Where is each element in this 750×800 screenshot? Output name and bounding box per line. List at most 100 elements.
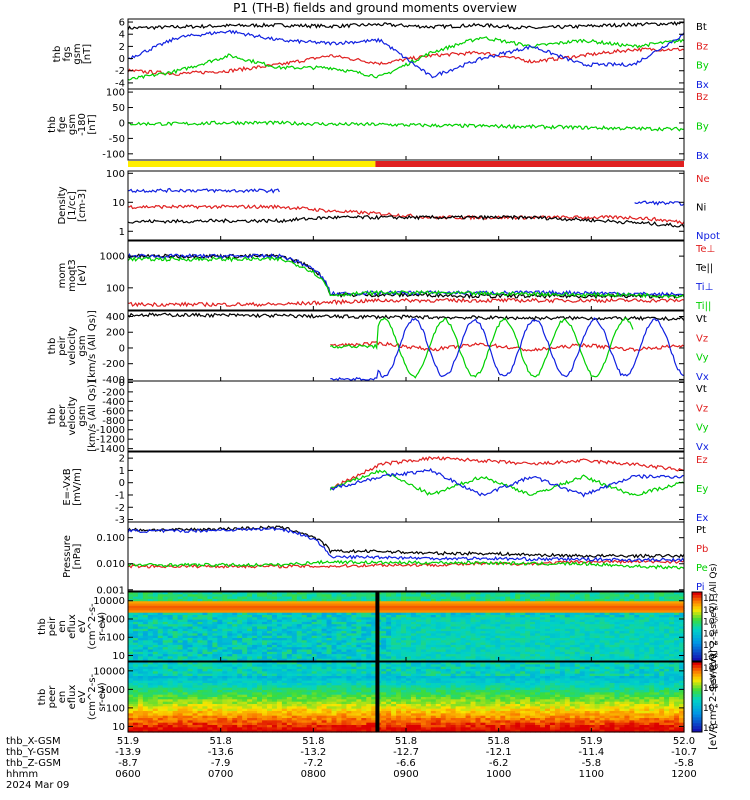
heatmap-cell	[306, 626, 313, 630]
heatmap-cell	[162, 601, 169, 605]
heatmap-cell	[440, 624, 447, 628]
heatmap-cell	[669, 640, 675, 644]
heatmap-cell	[286, 701, 293, 705]
heatmap-cell	[371, 635, 377, 639]
heatmap-cell	[510, 644, 516, 648]
heatmap-cell	[525, 647, 531, 651]
heatmap-cell	[371, 594, 377, 598]
heatmap-cell	[505, 631, 511, 634]
heatmap-cell	[237, 690, 243, 693]
heatmap-cell	[475, 654, 482, 657]
heatmap-cell	[430, 619, 437, 623]
heatmap-cell	[386, 624, 392, 628]
heatmap-cell	[142, 615, 149, 618]
heatmap-cell	[629, 608, 635, 611]
heatmap-cell	[470, 654, 477, 657]
heatmap-cell	[167, 612, 174, 616]
heatmap-cell	[177, 605, 184, 609]
heatmap-cell	[157, 690, 164, 693]
heatmap-cell	[366, 656, 372, 660]
heatmap-cell	[351, 642, 357, 646]
heatmap-cell	[569, 638, 576, 641]
heatmap-cell	[594, 601, 601, 605]
heatmap-cell	[326, 711, 333, 714]
heatmap-cell	[460, 635, 467, 639]
heatmap-cell	[182, 666, 189, 670]
heatmap-cell	[415, 617, 422, 621]
heatmap-cell	[291, 713, 298, 717]
heatmap-cell	[137, 725, 144, 728]
heatmap-cell	[644, 624, 650, 628]
heatmap-cell	[316, 621, 323, 625]
heatmap-cell	[237, 711, 243, 714]
heatmap-cell	[475, 644, 482, 648]
heatmap-cell	[162, 642, 169, 646]
heatmap-cell	[594, 654, 601, 657]
heatmap-cell	[425, 654, 432, 657]
heatmap-cell	[212, 692, 218, 696]
heatmap-cell	[311, 718, 318, 721]
heatmap-cell	[316, 697, 323, 700]
heatmap-cell	[247, 701, 253, 705]
heatmap-cell	[257, 624, 263, 628]
heatmap-cell	[167, 722, 174, 726]
heatmap-cell	[559, 651, 566, 655]
heatmap-cell	[326, 671, 333, 675]
heatmap-cell	[639, 621, 645, 625]
heatmap-cell	[152, 624, 159, 628]
heatmap-cell	[311, 635, 318, 639]
heatmap-cell	[271, 678, 278, 682]
heatmap-cell	[202, 644, 209, 648]
heatmap-cell	[470, 610, 477, 614]
heatmap-cell	[286, 603, 293, 607]
heatmap-cell	[242, 624, 248, 628]
heatmap-cell	[624, 598, 630, 602]
heatmap-cell	[341, 644, 348, 648]
heatmap-cell	[554, 601, 561, 605]
heatmap-cell	[604, 615, 611, 618]
heatmap-cell	[128, 640, 134, 644]
heatmap-cell	[505, 594, 511, 598]
heatmap-cell	[202, 608, 209, 611]
heatmap-cell	[579, 594, 586, 598]
heatmap-cell	[649, 610, 655, 614]
heatmap-cell	[197, 612, 204, 616]
heatmap-cell	[664, 601, 670, 605]
heatmap-cell	[291, 617, 298, 621]
heatmap-cell	[480, 638, 487, 641]
heatmap-cell	[227, 701, 233, 705]
heatmap-cell	[540, 612, 546, 616]
heatmap-cell	[137, 610, 144, 614]
heatmap-cell	[455, 592, 462, 595]
heatmap-cell	[331, 715, 338, 719]
heatmap-cell	[346, 644, 352, 648]
heatmap-cell	[490, 610, 496, 614]
heatmap-cell	[306, 654, 313, 657]
heatmap-cell	[649, 633, 655, 637]
heatmap-cell	[301, 713, 308, 717]
heatmap-cell	[276, 685, 283, 689]
heatmap-cell	[450, 658, 457, 662]
heatmap-cell	[351, 671, 357, 675]
heatmap-cell	[629, 624, 635, 628]
heatmap-cell	[291, 685, 298, 689]
heatmap-cell	[450, 642, 457, 646]
heatmap-cell	[450, 651, 457, 655]
heatmap-cell	[182, 621, 189, 625]
heatmap-cell	[679, 624, 685, 628]
heatmap-cell	[336, 594, 343, 598]
heatmap-cell	[659, 628, 665, 632]
heatmap-cell	[386, 635, 392, 639]
heatmap-cell	[222, 664, 228, 668]
heatmap-cell	[559, 633, 566, 637]
heatmap-cell	[281, 592, 288, 595]
heatmap-cell	[172, 664, 179, 668]
heatmap-cell	[177, 692, 184, 696]
heatmap-cell	[415, 615, 422, 618]
heatmap-cell	[237, 701, 243, 705]
heatmap-cell	[505, 633, 511, 637]
heatmap-cell	[564, 638, 571, 641]
heatmap-cell	[569, 596, 576, 600]
series-efield-Ey	[329, 469, 685, 497]
heatmap-cell	[152, 725, 159, 728]
